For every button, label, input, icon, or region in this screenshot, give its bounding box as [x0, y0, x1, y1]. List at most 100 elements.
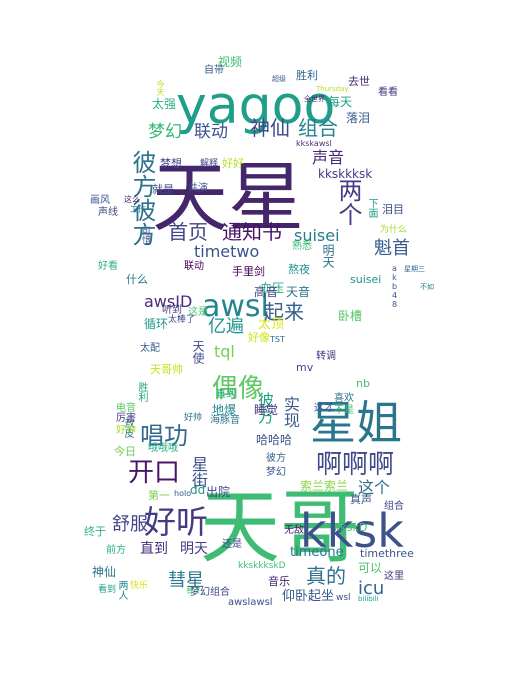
cloud-word: awsID: [144, 292, 193, 311]
cloud-word: 两个: [334, 178, 362, 226]
cloud-word: 第一: [148, 489, 170, 502]
cloud-word: 解释: [200, 159, 219, 169]
cloud-word: 音乐: [268, 575, 290, 588]
cloud-word: 星街: [189, 456, 208, 488]
cloud-word: 出院: [206, 485, 231, 499]
cloud-word: 哦哦哦: [148, 443, 178, 454]
cloud-word: 循环: [144, 317, 169, 331]
cloud-word: 这是: [188, 307, 208, 318]
cloud-word: 声音: [312, 148, 345, 167]
cloud-word: wsl: [336, 593, 351, 603]
cloud-word: yagoo: [176, 76, 336, 136]
cloud-word: 泪目: [382, 203, 404, 216]
cloud-word: 喜欢: [334, 393, 354, 404]
cloud-word: Thursday: [316, 85, 349, 93]
cloud-word: 索兰索兰: [300, 479, 349, 493]
cloud-word: 通知书: [222, 220, 282, 244]
cloud-word: 这么: [124, 195, 140, 204]
cloud-word: 有点: [186, 587, 200, 595]
cloud-word: TST: [270, 335, 285, 344]
cloud-word: 两人: [116, 580, 127, 600]
cloud-word: 真声: [350, 493, 372, 506]
cloud-word: 太强: [152, 97, 177, 111]
cloud-word: 神仙: [92, 565, 117, 579]
cloud-word: timetwo: [194, 242, 260, 261]
cloud-word: 联动: [184, 261, 204, 272]
cloud-word: 梦幻: [266, 467, 286, 478]
cloud-word: 自带: [204, 65, 224, 76]
cloud-word: nb: [356, 377, 370, 390]
cloud-word: 组合: [298, 116, 338, 140]
cloud-word: timeone: [290, 545, 344, 560]
cloud-word: kksk: [300, 504, 404, 558]
cloud-word: 什么: [126, 273, 148, 286]
cloud-word: 彗星: [168, 570, 204, 591]
cloud-word: timethree: [360, 547, 414, 560]
cloud-word: 好看: [98, 261, 118, 272]
cloud-word: 就是: [152, 183, 174, 196]
cloud-word: 敖皮: [122, 418, 133, 438]
cloud-word: kkskD: [334, 521, 368, 534]
cloud-word: 海豚音: [210, 415, 240, 426]
cloud-word: 前方: [106, 545, 126, 556]
cloud-word: 熟悉: [292, 241, 312, 252]
cloud-word: 高音: [254, 285, 279, 299]
cloud-word: tql: [214, 342, 235, 361]
cloud-word: 星期三: [404, 265, 425, 273]
cloud-word: 睡觉: [254, 403, 279, 417]
cloud-word: 神仙: [250, 116, 290, 140]
cloud-word: 真的: [306, 564, 346, 588]
cloud-word: 太配: [140, 343, 160, 354]
cloud-word: 声线: [98, 207, 118, 218]
cloud-word: 胜利: [136, 382, 147, 402]
cloud-word: 啊啊啊: [316, 450, 395, 480]
cloud-word: akb48: [390, 264, 399, 309]
cloud-word: 偶像: [212, 374, 265, 404]
cloud-word: suisei: [350, 273, 382, 286]
cloud-word: 舒服: [112, 514, 148, 535]
cloud-word: 好听: [144, 503, 209, 541]
cloud-word: 血压: [260, 281, 285, 295]
cloud-word: 天星: [152, 153, 304, 242]
cloud-word: 天哥帅: [150, 363, 183, 376]
cloud-word: 亿遍: [208, 316, 244, 337]
cloud-word: 无敌: [284, 525, 304, 536]
cloud-word: 这才: [314, 403, 334, 414]
cloud-word: 这里: [384, 571, 404, 582]
cloud-word: holo: [174, 489, 192, 498]
cloud-word: 好帅: [184, 413, 203, 423]
cloud-word: kkskkksk: [318, 167, 373, 181]
cloud-word: 还是: [222, 539, 242, 550]
cloud-word: 魁首: [374, 238, 410, 259]
cloud-word: 实现: [281, 396, 300, 428]
cloud-word: awsl: [202, 289, 269, 324]
cloud-word: 明天: [321, 244, 335, 268]
cloud-word: 天音: [286, 285, 311, 299]
cloud-word: 直到: [140, 541, 168, 557]
cloud-word: 仰卧起坐: [282, 589, 335, 604]
cloud-word: 不是: [334, 405, 354, 416]
cloud-word: 全世界: [304, 95, 325, 103]
cloud-word: 终于: [84, 525, 106, 538]
cloud-word: awslawsl: [228, 597, 273, 608]
cloud-word: icu: [358, 578, 385, 599]
cloud-word: 可惜: [140, 226, 150, 244]
cloud-word: 梦幻组合: [190, 587, 230, 598]
cloud-word: bilibili: [358, 595, 379, 603]
cloud-word: 今天: [156, 80, 165, 96]
cloud-word: dd: [190, 483, 206, 497]
cloud-word: 每天: [328, 95, 353, 109]
cloud-word: 哈哈哈: [256, 433, 293, 447]
cloud-word: 今日: [114, 445, 136, 458]
cloud-word: suisei: [294, 226, 340, 245]
cloud-word: 唱功: [140, 422, 188, 450]
cloud-word: 彼方: [255, 392, 274, 424]
cloud-word: 看看: [378, 87, 398, 98]
cloud-word: 太棒了: [168, 315, 196, 325]
cloud-word: 开口: [128, 458, 181, 488]
cloud-word: 好帅: [116, 425, 136, 436]
cloud-word: 听到: [162, 305, 182, 316]
cloud-word: 下面: [366, 198, 377, 218]
cloud-word: 为什么: [380, 225, 408, 235]
